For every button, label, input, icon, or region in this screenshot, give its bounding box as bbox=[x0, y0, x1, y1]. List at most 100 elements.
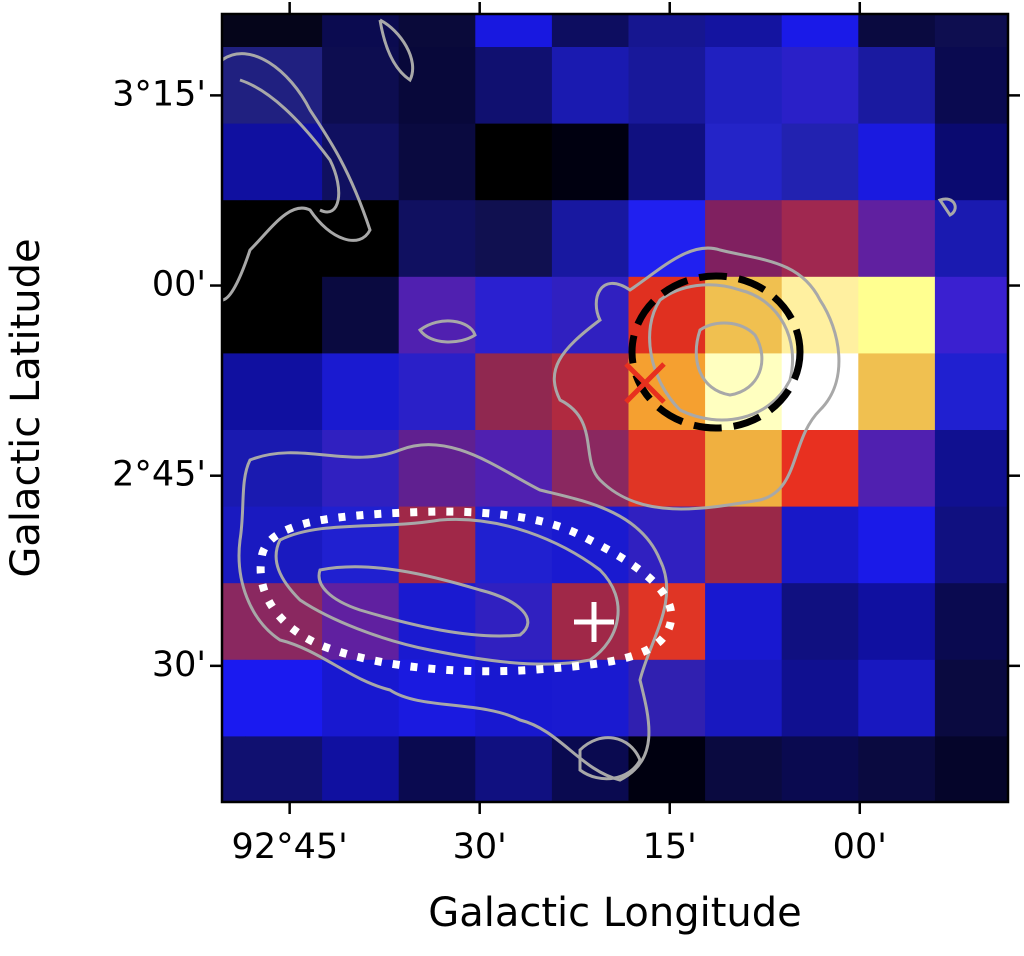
y-tick-label: 30' bbox=[152, 645, 206, 685]
pixel bbox=[552, 200, 629, 277]
pixel bbox=[629, 200, 706, 277]
pixel bbox=[399, 583, 476, 660]
pixel bbox=[246, 583, 323, 660]
pixel bbox=[935, 0, 1012, 47]
pixel bbox=[399, 200, 476, 277]
pixel bbox=[935, 124, 1012, 201]
y-tick-label: 2°45' bbox=[112, 455, 206, 495]
x-tick-label: 30' bbox=[453, 827, 507, 867]
pixel bbox=[1012, 200, 1024, 277]
pixel bbox=[782, 507, 859, 584]
pixel bbox=[1012, 430, 1024, 507]
pixel bbox=[858, 47, 935, 124]
pixel bbox=[322, 430, 399, 507]
pixel bbox=[246, 353, 323, 430]
pixel bbox=[322, 277, 399, 354]
pixel bbox=[552, 353, 629, 430]
pixel bbox=[322, 660, 399, 737]
pixel bbox=[1012, 660, 1024, 737]
pixel bbox=[1012, 583, 1024, 660]
pixel bbox=[1012, 47, 1024, 124]
pixel bbox=[858, 0, 935, 47]
pixel bbox=[1012, 736, 1024, 813]
pixel bbox=[322, 47, 399, 124]
pixel bbox=[629, 47, 706, 124]
pixel bbox=[1012, 277, 1024, 354]
pixel bbox=[475, 583, 552, 660]
pixel bbox=[782, 583, 859, 660]
x-tick-label: 15' bbox=[643, 827, 697, 867]
pixel bbox=[705, 507, 782, 584]
pixel bbox=[552, 660, 629, 737]
pixel bbox=[552, 124, 629, 201]
pixel bbox=[322, 353, 399, 430]
pixel bbox=[705, 583, 782, 660]
pixel bbox=[705, 124, 782, 201]
pixel bbox=[475, 430, 552, 507]
pixel bbox=[1012, 124, 1024, 201]
pixel bbox=[782, 0, 859, 47]
pixel bbox=[935, 353, 1012, 430]
pixel bbox=[169, 353, 246, 430]
pixel bbox=[858, 660, 935, 737]
x-tick-label: 00' bbox=[833, 827, 887, 867]
y-axis-label: Galactic Latitude bbox=[3, 238, 49, 577]
pixel bbox=[1012, 507, 1024, 584]
x-axis-label: Galactic Longitude bbox=[428, 890, 802, 936]
pixel bbox=[1012, 0, 1024, 47]
pixel bbox=[858, 353, 935, 430]
pixel bbox=[552, 0, 629, 47]
pixel bbox=[399, 124, 476, 201]
pixel bbox=[629, 507, 706, 584]
pixel bbox=[475, 124, 552, 201]
pixel bbox=[322, 124, 399, 201]
pixel bbox=[246, 0, 323, 47]
pixel bbox=[552, 507, 629, 584]
x-tick-label: 92°45' bbox=[232, 827, 348, 867]
y-tick-label: 3°15' bbox=[112, 74, 206, 114]
pixel bbox=[246, 660, 323, 737]
pixel bbox=[858, 583, 935, 660]
pixel bbox=[169, 507, 246, 584]
pixel bbox=[858, 277, 935, 354]
pixel bbox=[782, 200, 859, 277]
pixel bbox=[169, 124, 246, 201]
pixel bbox=[246, 277, 323, 354]
pixel bbox=[475, 277, 552, 354]
pixel bbox=[169, 0, 246, 47]
pixel bbox=[475, 0, 552, 47]
pixel bbox=[935, 583, 1012, 660]
pixel bbox=[475, 200, 552, 277]
pixel bbox=[399, 277, 476, 354]
pixel bbox=[705, 277, 782, 354]
pixel bbox=[399, 0, 476, 47]
pixel bbox=[629, 430, 706, 507]
pixel bbox=[629, 124, 706, 201]
pixel bbox=[935, 430, 1012, 507]
pixel bbox=[705, 47, 782, 124]
pixel bbox=[399, 353, 476, 430]
pixel bbox=[935, 507, 1012, 584]
y-tick-label: 00' bbox=[152, 265, 206, 305]
pixel bbox=[935, 47, 1012, 124]
pixel bbox=[782, 124, 859, 201]
pixel bbox=[858, 507, 935, 584]
pixel bbox=[246, 430, 323, 507]
pixel bbox=[322, 583, 399, 660]
pixel bbox=[475, 47, 552, 124]
pixel bbox=[858, 124, 935, 201]
pixel bbox=[552, 47, 629, 124]
pixel bbox=[705, 660, 782, 737]
pixel bbox=[782, 660, 859, 737]
pixel bbox=[629, 0, 706, 47]
pixel bbox=[399, 430, 476, 507]
pixel bbox=[629, 660, 706, 737]
pixel bbox=[858, 200, 935, 277]
pixel bbox=[475, 353, 552, 430]
pixel bbox=[1012, 353, 1024, 430]
pixel bbox=[705, 0, 782, 47]
pixel bbox=[858, 430, 935, 507]
pixel bbox=[935, 660, 1012, 737]
pixel bbox=[782, 430, 859, 507]
